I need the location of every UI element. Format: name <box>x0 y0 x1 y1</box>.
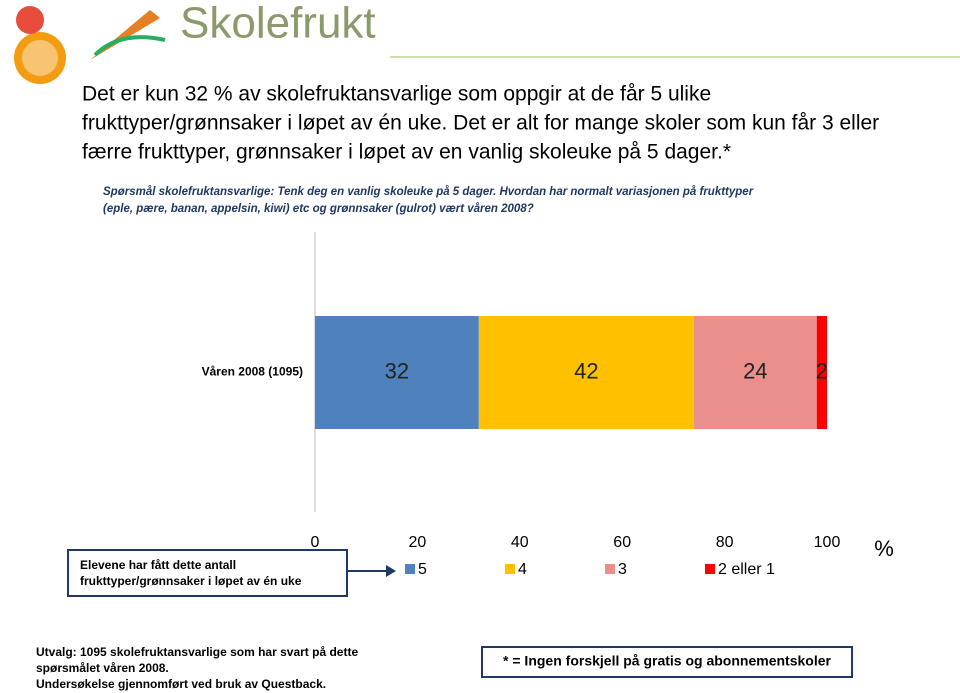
heading-line: færre frukttyper, grønnsaker i løpet av … <box>82 141 731 164</box>
footer-note: Utvalg: 1095 skolefruktansvarlige som ha… <box>36 645 358 659</box>
x-tick-label: 0 <box>311 534 320 551</box>
bar-segment <box>816 316 827 429</box>
legend-label: 4 <box>518 561 527 578</box>
x-tick-label: 80 <box>716 534 734 551</box>
data-label: 24 <box>743 358 767 383</box>
x-tick-label: 20 <box>409 534 427 551</box>
heading-line: frukttyper/grønnsaker i løpet av én uke.… <box>82 112 879 135</box>
question-line: (eple, pære, banan, appelsin, kiwi) etc … <box>103 203 534 215</box>
footer-note: Undersøkelse gjennomført ved bruk av Que… <box>36 677 326 691</box>
logo-text: Skolefrukt <box>180 0 376 48</box>
footer-box-text: * = Ingen forskjell på gratis og abonnem… <box>503 653 831 669</box>
footer-note: spørsmålet våren 2008. <box>36 661 169 675</box>
legend-swatch <box>605 564 615 574</box>
footer-box <box>481 646 853 678</box>
bar-segment <box>478 316 694 429</box>
heading-line: Det er kun 32 % av skolefruktansvarlige … <box>82 83 711 106</box>
legend-title-box <box>67 549 348 597</box>
y-tick-label: Våren 2008 (1095) <box>202 365 303 379</box>
legend-title: Elevene har fått dette antall <box>80 558 236 572</box>
bar-segment <box>315 316 479 429</box>
bar-segment <box>693 316 817 429</box>
data-label: 2 <box>816 358 828 383</box>
question-line: Spørsmål skolefruktansvarlige: Tenk deg … <box>103 186 754 198</box>
x-tick-label: 100 <box>814 534 841 551</box>
legend-title: frukttyper/grønnsaker i løpet av én uke <box>80 574 302 588</box>
x-axis-label: % <box>874 536 894 561</box>
x-tick-label: 60 <box>613 534 631 551</box>
data-label: 42 <box>574 358 598 383</box>
x-tick-label: 40 <box>511 534 529 551</box>
legend-swatch <box>405 564 415 574</box>
legend-label: 3 <box>618 561 627 578</box>
logo-art <box>14 6 166 84</box>
arrow-head <box>386 565 396 577</box>
legend-label: 5 <box>418 561 427 578</box>
legend-swatch <box>705 564 715 574</box>
legend-label: 2 eller 1 <box>718 561 775 578</box>
legend-swatch <box>505 564 515 574</box>
data-label: 32 <box>385 358 409 383</box>
